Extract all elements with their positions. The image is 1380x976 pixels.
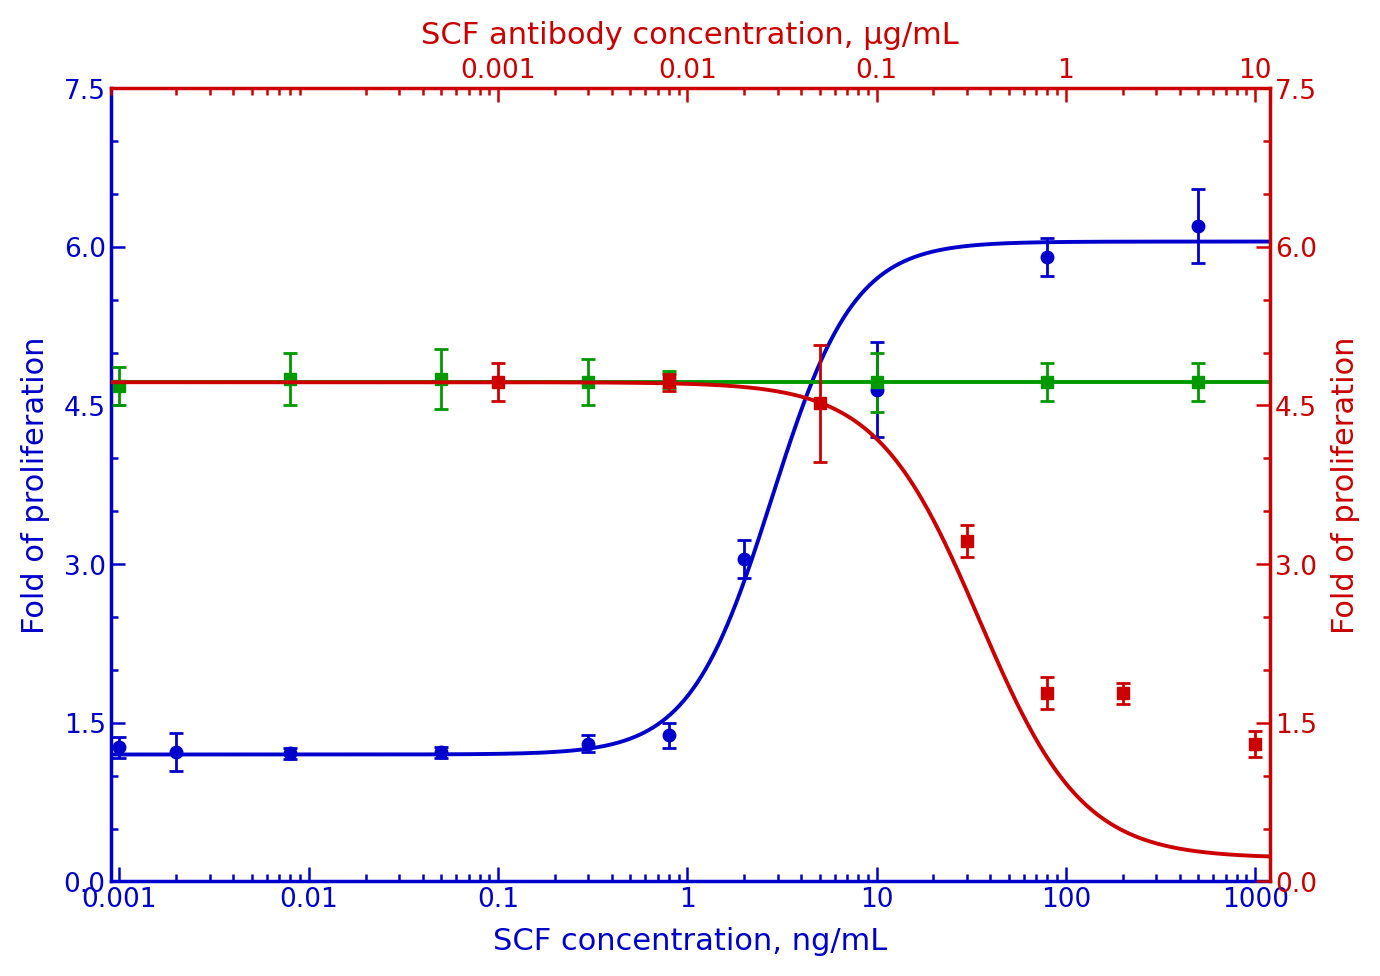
Y-axis label: Fold of proliferation: Fold of proliferation (21, 337, 50, 633)
Y-axis label: Fold of proliferation: Fold of proliferation (1330, 337, 1359, 633)
X-axis label: SCF antibody concentration, μg/mL: SCF antibody concentration, μg/mL (421, 20, 959, 50)
X-axis label: SCF concentration, ng/mL: SCF concentration, ng/mL (493, 926, 887, 956)
